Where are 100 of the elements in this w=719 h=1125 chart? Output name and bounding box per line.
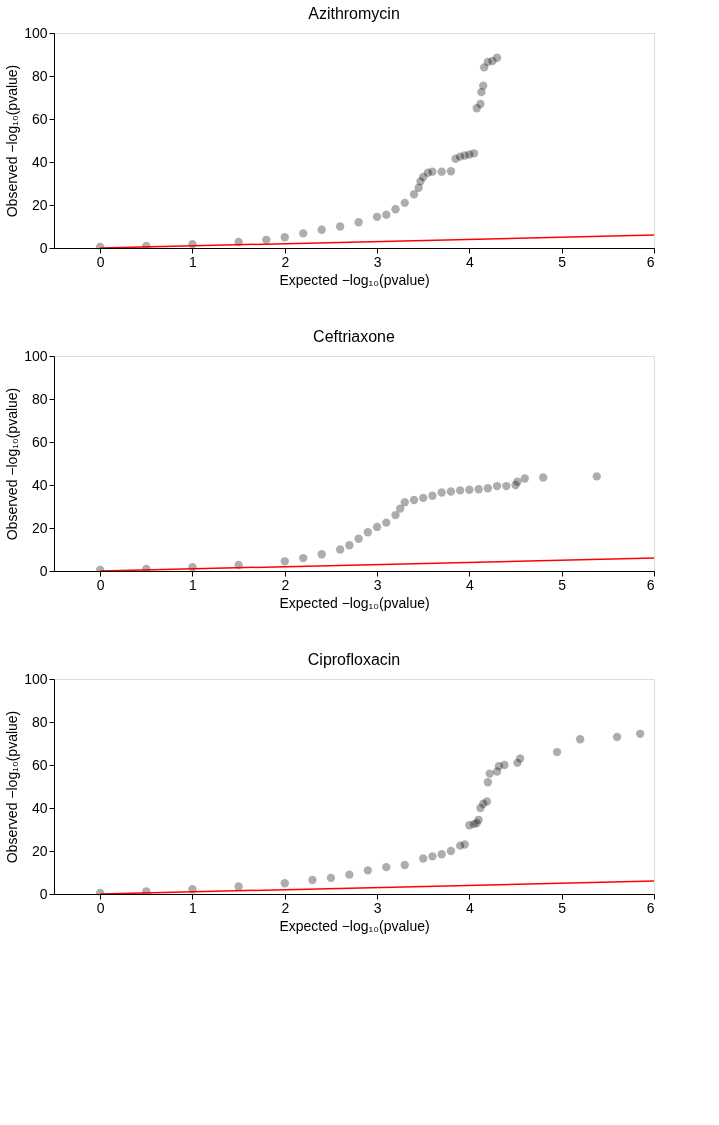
point: [460, 840, 469, 849]
point: [513, 477, 522, 486]
x-axis-title: Expected −log₁₀(pvalue): [279, 917, 430, 934]
point: [317, 550, 326, 559]
point: [262, 235, 271, 244]
point: [474, 815, 483, 824]
point: [635, 729, 645, 738]
y-tick-label: 80: [31, 713, 48, 730]
point: [592, 472, 601, 481]
x-axis-title: Expected −log₁₀(pvalue): [279, 594, 430, 611]
point: [474, 485, 483, 494]
x-tick-label: 0: [96, 899, 105, 916]
point: [419, 854, 428, 863]
point: [552, 747, 562, 757]
y-tick-label: 20: [31, 842, 48, 859]
point: [335, 545, 345, 554]
y-tick-label: 80: [31, 67, 48, 84]
y-tick-label: 0: [39, 562, 48, 579]
point: [428, 852, 437, 861]
point: [419, 493, 428, 503]
x-tick-label: 4: [465, 899, 474, 916]
point: [446, 167, 456, 176]
x-tick-label: 2: [281, 576, 290, 593]
point: [437, 850, 446, 859]
point: [363, 866, 373, 875]
y-tick-label: 40: [31, 153, 48, 170]
point: [409, 495, 419, 505]
point: [500, 760, 509, 770]
point: [539, 473, 548, 482]
point: [317, 225, 326, 234]
y-axis-title: Observed −log₁₀(pvalue): [4, 387, 21, 541]
point: [465, 485, 474, 494]
x-tick-label: 6: [646, 899, 655, 916]
x-tick-label: 6: [646, 253, 655, 270]
y-tick-label: 100: [24, 24, 48, 41]
point: [372, 522, 382, 532]
point: [335, 222, 345, 231]
chart-title: Azithromycin: [308, 5, 400, 22]
point: [308, 875, 317, 885]
y-tick-label: 40: [31, 476, 48, 493]
x-tick-label: 6: [646, 576, 655, 593]
point: [492, 481, 502, 491]
point: [354, 534, 363, 543]
x-tick-label: 3: [373, 576, 382, 593]
y-tick-label: 60: [31, 110, 48, 127]
x-tick-label: 3: [373, 899, 382, 916]
y-tick-label: 60: [31, 756, 48, 773]
point: [299, 229, 308, 238]
y-tick-label: 60: [31, 433, 48, 450]
x-tick-label: 5: [558, 253, 567, 270]
y-tick-label: 100: [24, 670, 48, 687]
point: [482, 797, 492, 806]
point: [280, 557, 289, 566]
x-tick-label: 1: [189, 576, 198, 593]
chart-title: Ceftriaxone: [313, 328, 396, 345]
point: [469, 149, 479, 158]
point: [400, 198, 409, 208]
point: [476, 99, 485, 109]
point: [391, 205, 400, 214]
x-tick-label: 2: [281, 899, 290, 916]
x-tick-label: 5: [558, 576, 567, 593]
point: [372, 212, 382, 221]
point: [483, 778, 493, 787]
x-tick-label: 2: [281, 253, 290, 270]
point: [363, 528, 373, 537]
y-tick-label: 20: [31, 519, 48, 536]
point: [326, 873, 336, 883]
chart-title: Ciprofloxacin: [307, 651, 401, 668]
y-tick-label: 40: [31, 799, 48, 816]
point: [400, 498, 409, 507]
point: [479, 81, 488, 90]
x-tick-label: 4: [465, 576, 474, 593]
point: [515, 754, 525, 763]
x-tick-label: 5: [558, 899, 567, 916]
point: [345, 541, 354, 550]
point: [382, 210, 391, 219]
point: [409, 190, 419, 199]
x-tick-label: 1: [189, 253, 198, 270]
y-tick-label: 100: [24, 347, 48, 364]
y-tick-label: 20: [31, 196, 48, 213]
point: [400, 860, 409, 870]
point: [446, 846, 456, 856]
point: [575, 735, 585, 744]
point: [395, 504, 405, 513]
point: [280, 233, 289, 242]
point: [234, 882, 243, 891]
point: [354, 218, 363, 227]
point: [428, 167, 437, 176]
point: [428, 491, 437, 500]
point: [612, 732, 622, 742]
point: [299, 553, 308, 563]
point: [520, 474, 529, 483]
point: [446, 487, 456, 496]
x-tick-label: 1: [189, 899, 198, 916]
y-tick-label: 80: [31, 390, 48, 407]
x-tick-label: 0: [96, 253, 105, 270]
point: [502, 481, 511, 491]
x-tick-label: 3: [373, 253, 382, 270]
point: [437, 167, 446, 176]
point: [485, 769, 494, 778]
